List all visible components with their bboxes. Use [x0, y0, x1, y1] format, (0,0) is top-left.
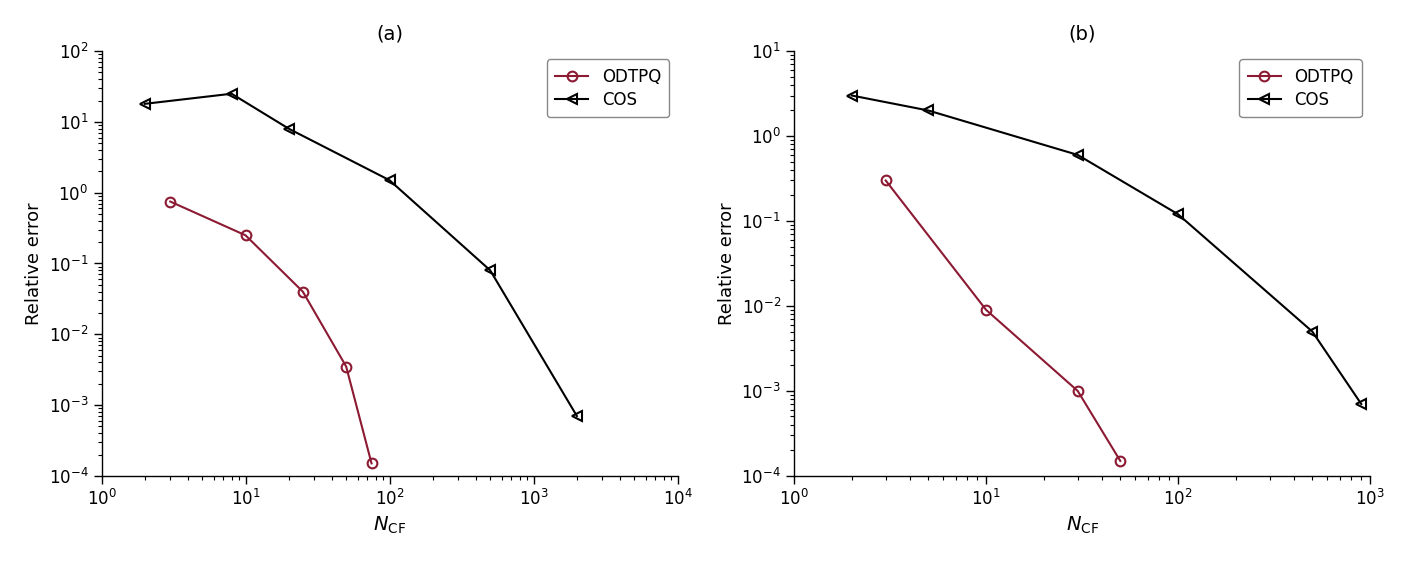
Title: (a): (a): [376, 25, 403, 44]
COS: [1304, 328, 1321, 335]
ODTPQ: [338, 363, 355, 370]
COS: [281, 126, 298, 132]
ODTPQ: [364, 460, 381, 467]
ODTPQ: [977, 306, 994, 313]
COS: [381, 177, 398, 183]
COS: [919, 107, 936, 114]
ODTPQ: [1112, 458, 1129, 465]
COS: [843, 92, 860, 99]
Legend: ODTPQ, COS: ODTPQ, COS: [547, 59, 670, 117]
ODTPQ: [295, 288, 312, 295]
Title: (b): (b): [1069, 25, 1096, 44]
Y-axis label: Relative error: Relative error: [718, 202, 736, 325]
Line: COS: COS: [847, 91, 1366, 409]
Line: COS: COS: [140, 89, 582, 421]
COS: [568, 413, 585, 420]
COS: [1352, 401, 1369, 407]
ODTPQ: [237, 232, 254, 238]
ODTPQ: [877, 177, 894, 184]
COS: [137, 100, 154, 107]
COS: [1069, 151, 1086, 158]
Line: ODTPQ: ODTPQ: [881, 176, 1125, 466]
Y-axis label: Relative error: Relative error: [25, 202, 42, 325]
Line: ODTPQ: ODTPQ: [165, 197, 376, 468]
X-axis label: $N_{\mathrm{CF}}$: $N_{\mathrm{CF}}$: [1066, 514, 1098, 536]
ODTPQ: [1069, 388, 1086, 394]
COS: [482, 267, 499, 274]
COS: [223, 90, 240, 97]
ODTPQ: [162, 198, 179, 205]
X-axis label: $N_{\mathrm{CF}}$: $N_{\mathrm{CF}}$: [374, 514, 406, 536]
COS: [1170, 211, 1187, 218]
Legend: ODTPQ, COS: ODTPQ, COS: [1239, 59, 1362, 117]
